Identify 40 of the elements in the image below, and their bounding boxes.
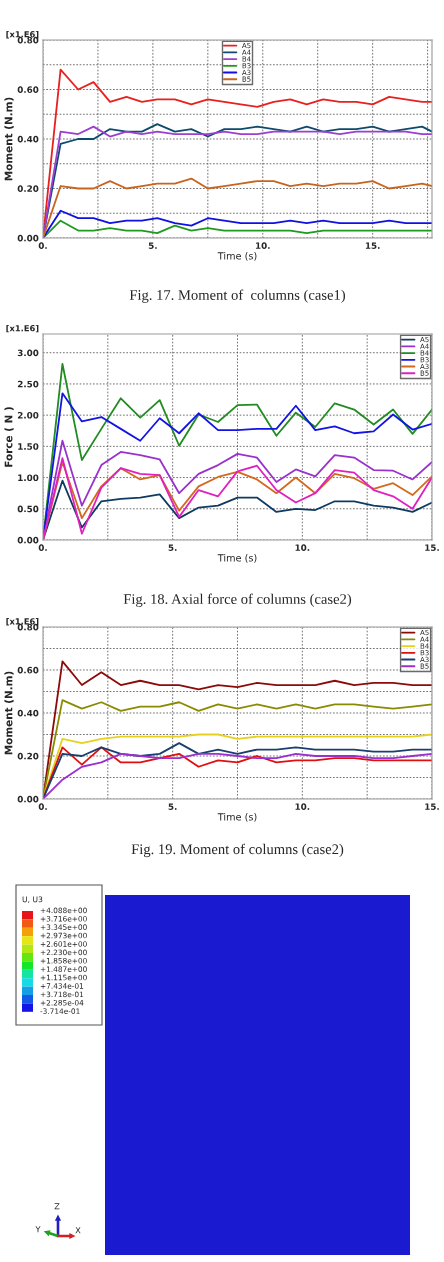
x-tick-label: 0. (38, 544, 47, 551)
y-tick-label: 0.20 (17, 752, 39, 760)
y-tick-label: 1.00 (18, 474, 39, 482)
y-tick-label: 0.60 (17, 666, 39, 674)
x-tick-label: 0. (38, 242, 47, 249)
x-tick-label: 5. (148, 242, 157, 249)
y-tick-label: 0.60 (17, 86, 39, 93)
y-tick-label: 0.40 (17, 709, 39, 717)
x-tick-label: 10. (295, 803, 310, 810)
y-tick-label: 0.50 (17, 505, 39, 513)
x-tick-label: 10. (295, 544, 310, 551)
y-tick-label: 3.00 (17, 349, 39, 357)
x-tick-label: 0. (38, 803, 47, 810)
y-tick-label: 2.50 (17, 380, 39, 388)
y-tick-label: 0.20 (17, 185, 39, 192)
text: Z (54, 1203, 60, 1210)
x-tick-label: 15. (365, 242, 380, 249)
x-axis-title: Time (s) (217, 554, 257, 563)
text: Y (35, 1226, 41, 1233)
x-tick-label: 5. (168, 544, 177, 551)
y-tick-label: 2.00 (17, 411, 39, 419)
x-axis-title: Time (s) (217, 813, 257, 822)
y-tick-label: 0.40 (17, 135, 39, 143)
y-tick-label: 1.50 (18, 443, 39, 450)
x-tick-label: 10. (256, 242, 270, 249)
x-axis-title: Time (s) (217, 252, 257, 261)
y-tick-label: 0.00 (17, 234, 39, 242)
y-axis-title: Moment (N.m) (4, 671, 14, 755)
text: Fig. 19. Moment of columns (case2) (131, 843, 344, 858)
x-tick-label: 5. (168, 803, 177, 810)
y-tick-label: 0.00 (17, 536, 39, 544)
text: X (75, 1227, 81, 1234)
x-tick-label: 15. (425, 544, 439, 551)
x-tick-label: 15. (425, 803, 439, 810)
text: Fig. 18. Axial force of columns (case2) (123, 593, 352, 607)
text: [x1.E6] (6, 324, 39, 333)
y-axis-title: Force ( N ) (4, 407, 14, 467)
y-tick-label: 0.00 (17, 795, 39, 803)
y-axis-title: Moment (N.m) (4, 97, 14, 181)
text: Fig. 17. Moment of columns (case1) (129, 289, 345, 303)
